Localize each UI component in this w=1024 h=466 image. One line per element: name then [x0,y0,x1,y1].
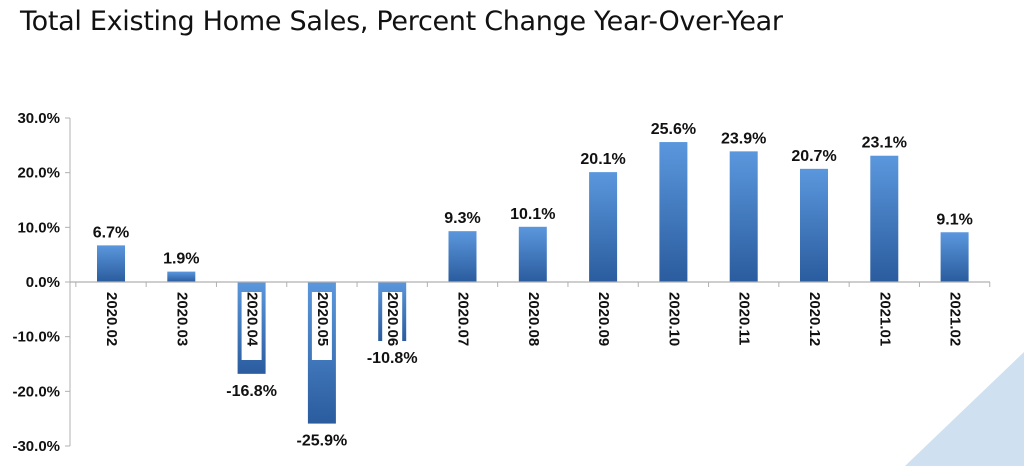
bar [800,168,828,282]
data-label: -25.9% [297,433,348,450]
y-axis: 30.0% 20.0% 10.0% 0.0% -10.0% -20.0% -30.0% [12,110,71,455]
data-label: 10.1% [510,206,555,223]
data-label: 20.7% [791,148,836,165]
y-tick-label: -20.0% [12,383,60,400]
y-tick-label: -10.0% [12,329,60,346]
category-label: 2021.01 [876,292,893,346]
category-label: 2020.04 [244,292,261,347]
category-label-background [944,292,965,360]
y-tick-label: 20.0% [17,165,60,182]
data-label: -10.8% [367,350,418,367]
category-label-background [101,292,121,360]
category-label: 2020.10 [665,292,682,346]
y-tick-label: 30.0% [17,110,60,127]
category-label: 2020.07 [455,292,472,346]
bar [448,231,477,282]
data-label: 9.1% [936,211,972,228]
category-label-background [171,292,192,360]
data-label: 23.1% [862,135,907,152]
data-label: 20.1% [580,151,625,168]
data-label: 25.6% [651,121,696,138]
bar [589,172,618,282]
category-label: 2021.02 [947,292,964,346]
category-label: 2020.12 [806,292,823,346]
category-label: 2020.05 [314,292,331,346]
category-label-background [733,292,754,360]
data-label: 1.9% [163,251,199,268]
data-labels: 6.7% 1.9% -16.8% -25.9% -10.8% 9.3% 10.1% 20.1%… [93,121,973,450]
corner-accent-shape [905,352,1024,466]
category-label-background [522,292,543,360]
category-label: 2020.03 [173,292,190,346]
category-label: 2020.08 [525,292,542,346]
category-label-background [663,292,684,360]
x-axis [70,281,991,287]
y-tick-label: 0.0% [26,274,60,291]
category-label-background [593,292,614,360]
y-tick-label: 10.0% [17,219,60,236]
category-label: 2020.02 [103,292,120,346]
category-label-background [874,292,895,360]
category-label-background [241,292,262,360]
bar [97,245,125,282]
data-label: 6.7% [93,224,129,241]
category-label-background [804,292,824,360]
bar [940,232,969,282]
bar [518,226,547,282]
category-label-background [452,292,473,360]
bars [97,142,969,424]
category-label: 2020.06 [384,292,401,346]
data-label: 23.9% [721,130,766,147]
bar [870,155,899,282]
chart-title: Total Existing Home Sales, Percent Chang… [20,6,783,37]
bar [729,151,758,282]
category-label-background [382,292,403,360]
category-labels: 2020.02 2020.03 2020.04 2020.05 2020.06 2020.… [101,292,965,360]
category-label-background [311,292,332,360]
bar [167,271,196,282]
data-label: 9.3% [444,210,480,227]
y-tick-label: -30.0% [12,438,60,455]
category-label: 2020.09 [595,292,612,346]
bar [659,142,688,282]
data-label: -16.8% [226,383,277,400]
category-label: 2020.11 [736,292,753,345]
